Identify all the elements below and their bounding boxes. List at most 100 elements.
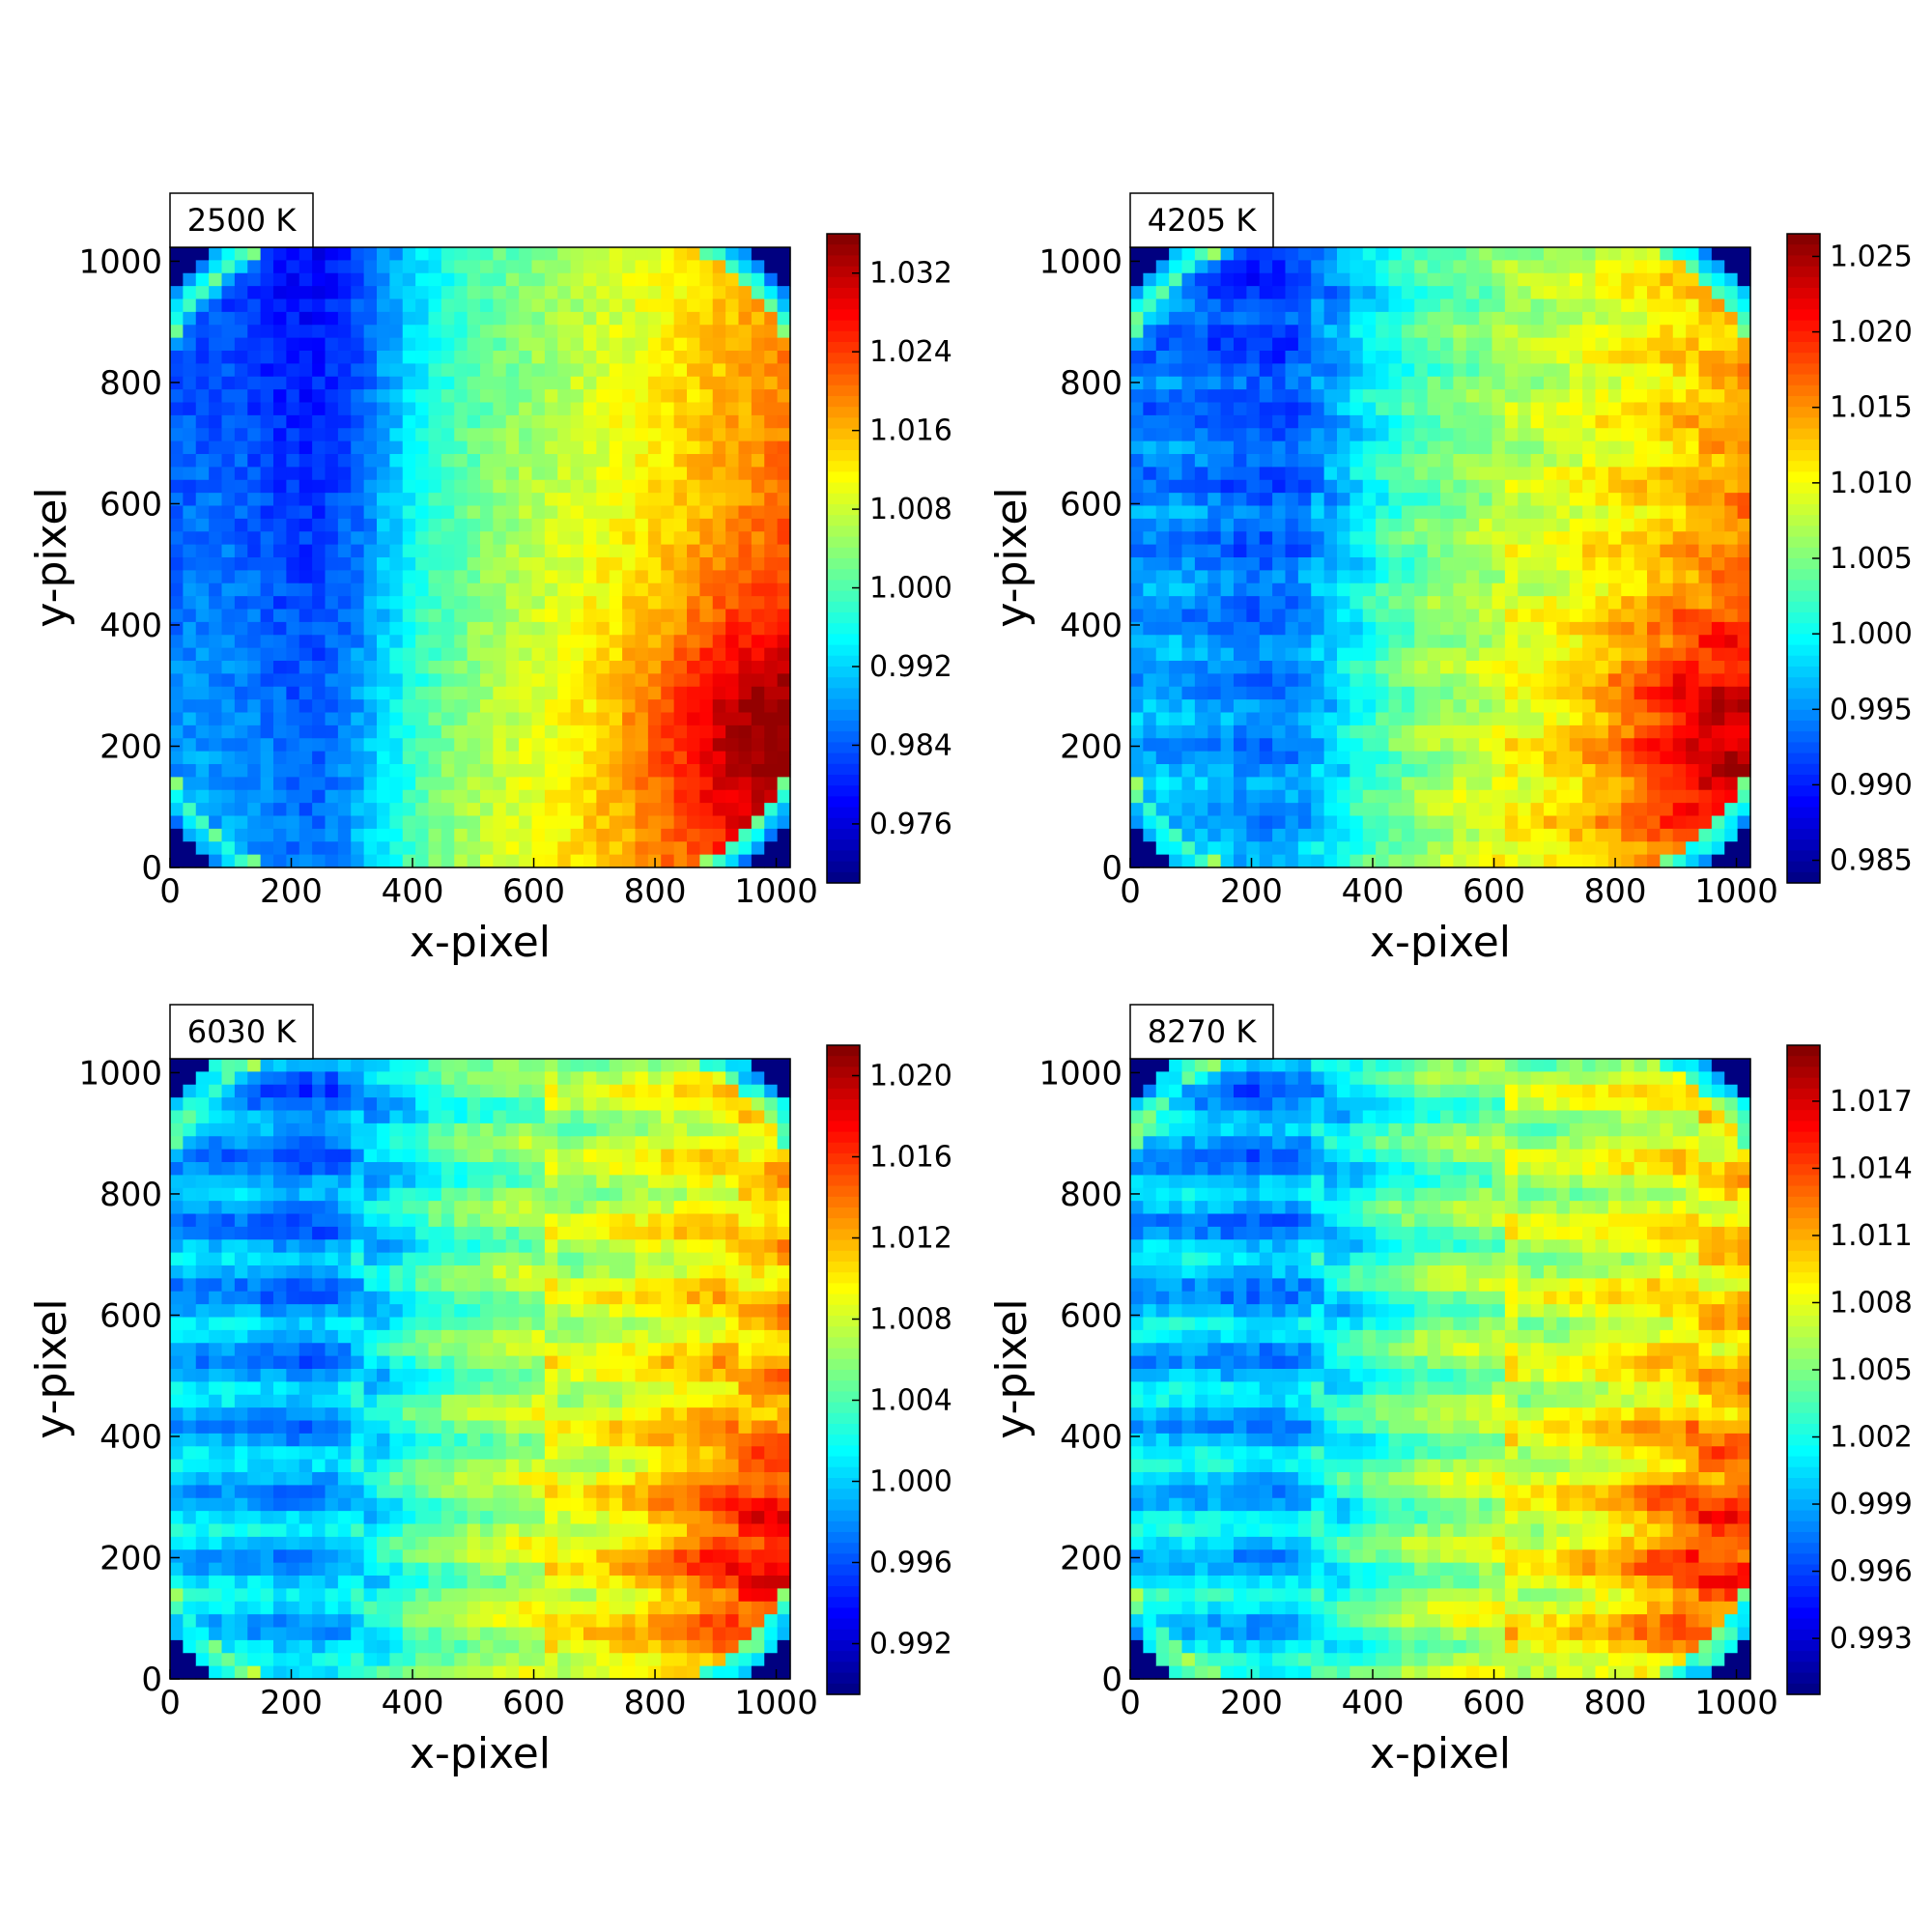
heatmap-cell bbox=[428, 311, 442, 326]
heatmap-cell bbox=[1440, 609, 1454, 623]
heatmap-cell bbox=[428, 854, 442, 868]
heatmap-cell bbox=[1440, 635, 1454, 649]
heatmap-cell bbox=[454, 479, 469, 494]
heatmap-cell bbox=[209, 454, 223, 468]
heatmap-cell bbox=[298, 454, 313, 468]
heatmap-cell bbox=[519, 635, 533, 649]
heatmap-cell bbox=[1504, 712, 1519, 726]
heatmap-cell bbox=[1234, 531, 1247, 546]
heatmap-cell bbox=[428, 325, 442, 339]
heatmap-cell bbox=[440, 699, 455, 714]
heatmap-cell bbox=[183, 325, 197, 339]
heatmap-cell bbox=[777, 557, 791, 571]
heatmap-cell bbox=[170, 803, 184, 817]
heatmap-cell bbox=[1297, 828, 1312, 842]
heatmap-cell bbox=[273, 854, 287, 868]
heatmap-cell bbox=[1323, 389, 1338, 404]
heatmap-cell bbox=[1582, 570, 1597, 584]
heatmap-cell bbox=[1492, 531, 1506, 546]
heatmap-cell bbox=[622, 724, 637, 739]
heatmap-cell bbox=[1479, 557, 1493, 571]
heatmap-cell bbox=[1297, 661, 1312, 674]
heatmap-cell bbox=[1285, 351, 1299, 364]
heatmap-cell bbox=[1311, 479, 1325, 494]
heatmap-cell bbox=[764, 738, 779, 753]
heatmap-cell bbox=[325, 803, 339, 817]
heatmap-cell bbox=[712, 479, 726, 494]
heatmap-cell bbox=[1297, 389, 1312, 404]
heatmap-cell bbox=[480, 789, 494, 804]
heatmap-cell bbox=[298, 311, 313, 326]
heatmap-cell bbox=[1194, 247, 1208, 261]
heatmap-cell bbox=[544, 647, 558, 662]
heatmap-cell bbox=[1311, 777, 1325, 791]
heatmap-cell bbox=[440, 440, 455, 455]
heatmap-cell bbox=[1350, 609, 1364, 623]
heatmap-cell bbox=[351, 815, 365, 830]
heatmap-cell bbox=[1337, 531, 1350, 546]
heatmap-cell bbox=[1634, 738, 1648, 753]
heatmap-cell bbox=[1376, 596, 1390, 611]
heatmap-cell bbox=[1194, 376, 1208, 390]
heatmap-cell bbox=[1169, 570, 1183, 584]
heatmap-cell bbox=[1169, 699, 1183, 714]
heatmap-cell bbox=[454, 505, 469, 520]
heatmap-cell bbox=[1518, 505, 1532, 520]
heatmap-cell bbox=[1440, 764, 1454, 778]
heatmap-cell bbox=[1647, 828, 1661, 842]
heatmap-cell bbox=[1272, 505, 1287, 520]
heatmap-cell bbox=[493, 609, 507, 623]
heatmap-cell bbox=[377, 661, 390, 674]
heatmap-cell bbox=[1259, 518, 1273, 532]
heatmap-cell bbox=[609, 479, 623, 494]
heatmap-cell bbox=[1362, 531, 1377, 546]
heatmap-cell bbox=[1259, 298, 1273, 313]
heatmap-cell bbox=[673, 596, 688, 611]
heatmap-cell bbox=[1556, 609, 1571, 623]
heatmap-cell bbox=[351, 402, 365, 416]
heatmap-cell bbox=[1311, 247, 1325, 261]
heatmap-cell bbox=[1647, 712, 1661, 726]
heatmap-cell bbox=[673, 260, 688, 274]
heatmap-cell bbox=[209, 1175, 223, 1189]
heatmap-cell bbox=[583, 803, 597, 817]
heatmap-cell bbox=[725, 686, 740, 700]
heatmap-cell bbox=[609, 803, 623, 817]
heatmap-cell bbox=[544, 635, 558, 649]
heatmap-cell bbox=[1297, 724, 1312, 739]
heatmap-cell bbox=[195, 389, 210, 404]
heatmap-cell bbox=[1711, 751, 1725, 765]
heatmap-cell bbox=[480, 751, 494, 765]
heatmap-cell bbox=[583, 414, 597, 429]
heatmap-cell bbox=[1582, 764, 1597, 778]
colorbar-segment bbox=[1787, 569, 1820, 581]
heatmap-cell bbox=[351, 557, 365, 571]
heatmap-cell bbox=[260, 828, 274, 842]
heatmap-cell bbox=[1272, 272, 1287, 287]
heatmap-cell bbox=[1259, 724, 1273, 739]
heatmap-cell bbox=[751, 596, 765, 611]
heatmap-cell bbox=[609, 789, 623, 804]
heatmap-cell bbox=[1453, 272, 1467, 287]
heatmap-cell bbox=[428, 414, 442, 429]
heatmap-cell bbox=[1323, 351, 1338, 364]
heatmap-cell bbox=[1582, 686, 1597, 700]
heatmap-cell bbox=[544, 454, 558, 468]
heatmap-cell bbox=[1518, 803, 1532, 817]
heatmap-cell bbox=[1376, 363, 1390, 378]
heatmap-cell bbox=[1660, 841, 1674, 856]
heatmap-cell bbox=[1582, 467, 1597, 481]
heatmap-cell bbox=[377, 247, 390, 261]
heatmap-cell bbox=[428, 738, 442, 753]
heatmap-cell bbox=[1660, 428, 1674, 442]
heatmap-cell bbox=[1130, 803, 1144, 817]
heatmap-cell bbox=[234, 686, 248, 700]
heatmap-cell bbox=[1479, 673, 1493, 688]
heatmap-cell bbox=[519, 621, 533, 636]
heatmap-cell bbox=[286, 531, 300, 546]
heatmap-cell bbox=[402, 777, 416, 791]
heatmap-cell bbox=[1634, 699, 1648, 714]
heatmap-cell bbox=[764, 841, 779, 856]
heatmap-cell bbox=[1311, 596, 1325, 611]
heatmap-cell bbox=[596, 673, 611, 688]
